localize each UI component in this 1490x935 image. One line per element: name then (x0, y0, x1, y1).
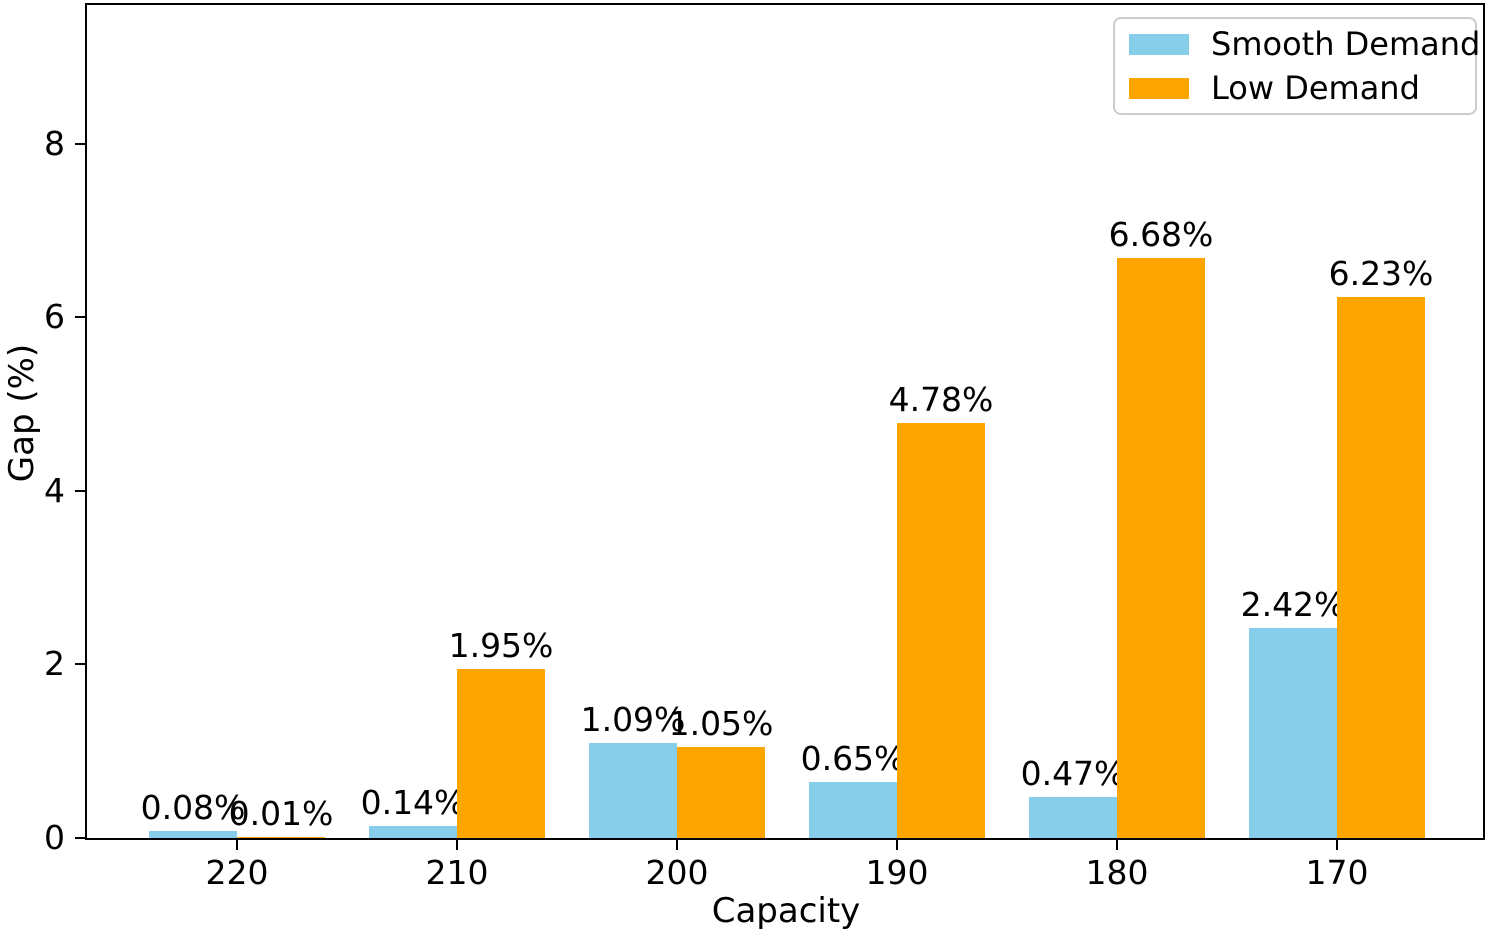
bar-value-label-smooth-demand-210: 0.14% (360, 783, 466, 822)
bar-low-demand-210 (457, 669, 545, 838)
bar-low-demand-220 (237, 837, 325, 838)
bar-smooth-demand-180 (1029, 797, 1117, 838)
bar-value-label-smooth-demand-170: 2.42% (1240, 585, 1346, 624)
bar-smooth-demand-200 (589, 743, 677, 838)
bar-value-label-low-demand-170: 6.23% (1328, 254, 1434, 293)
bar-low-demand-190 (897, 423, 985, 838)
bar-low-demand-180 (1117, 258, 1205, 838)
y-axis-tick-label: 4 (44, 470, 65, 510)
x-axis-label: Capacity (711, 891, 861, 931)
bar-smooth-demand-220 (149, 831, 237, 838)
bar-low-demand-170 (1337, 297, 1425, 838)
y-axis-tick (75, 316, 87, 319)
legend-item-smooth-demand: Smooth Demand (1129, 27, 1480, 61)
legend-swatch-smooth-demand-icon (1129, 33, 1189, 55)
bar-value-label-smooth-demand-190: 0.65% (800, 739, 906, 778)
x-axis-tick-label: 180 (1085, 853, 1149, 892)
x-axis-tick (456, 838, 458, 850)
x-axis-tick (236, 838, 238, 850)
y-axis-tick (75, 489, 87, 492)
legend-item-low-demand: Low Demand (1129, 71, 1461, 105)
bar-smooth-demand-170 (1249, 628, 1337, 838)
bar-value-label-low-demand-220: 0.01% (228, 794, 334, 833)
bar-smooth-demand-190 (809, 782, 897, 838)
bar-value-label-low-demand-180: 6.68% (1108, 215, 1214, 254)
y-axis-tick (75, 663, 87, 666)
bar-value-label-smooth-demand-200: 1.09% (580, 700, 686, 739)
y-axis-tick-label: 6 (44, 297, 65, 337)
legend-label-low-demand: Low Demand (1211, 69, 1420, 107)
y-axis-tick (75, 837, 87, 839)
bar-smooth-demand-210 (369, 826, 457, 838)
x-axis-tick (896, 838, 898, 850)
x-axis-tick-label: 220 (205, 853, 269, 892)
legend-label-smooth-demand: Smooth Demand (1211, 25, 1481, 63)
x-axis-tick-label: 210 (425, 853, 489, 892)
bar-value-label-low-demand-210: 1.95% (448, 626, 554, 665)
y-axis-tick-label: 8 (44, 123, 65, 163)
bar-value-label-smooth-demand-180: 0.47% (1020, 754, 1126, 793)
bar-value-label-smooth-demand-220: 0.08% (140, 788, 246, 827)
x-axis-tick-label: 200 (645, 853, 709, 892)
bar-low-demand-200 (677, 747, 765, 838)
legend: Smooth Demand Low Demand (1113, 17, 1480, 115)
y-axis-label: Gap (%) (2, 343, 42, 483)
y-axis-tick-label: 0 (44, 818, 65, 857)
x-axis-tick (1116, 838, 1118, 850)
x-axis-tick-label: 170 (1305, 853, 1369, 892)
legend-swatch-low-demand-icon (1129, 77, 1189, 99)
bar-value-label-low-demand-200: 1.05% (668, 704, 774, 743)
bar-value-label-low-demand-190: 4.78% (888, 380, 994, 419)
x-axis-tick-label: 190 (865, 853, 929, 892)
x-axis-tick (676, 838, 678, 850)
y-axis-tick-label: 2 (44, 644, 65, 684)
y-axis-tick (75, 142, 87, 145)
x-axis-tick (1336, 838, 1338, 850)
